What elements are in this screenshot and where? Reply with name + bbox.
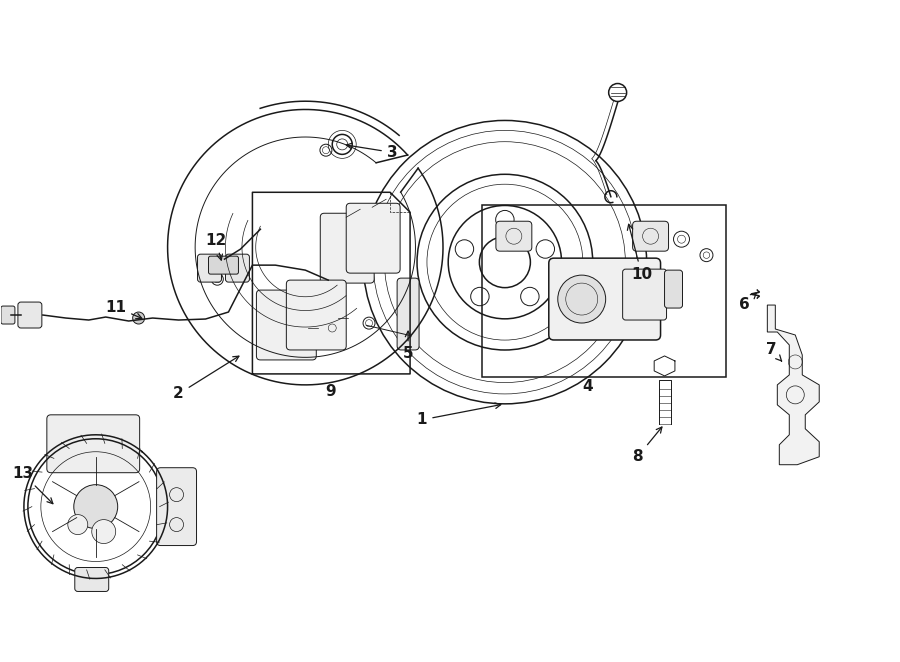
Text: 9: 9	[325, 385, 336, 399]
Text: 11: 11	[105, 299, 142, 318]
FancyBboxPatch shape	[256, 290, 316, 360]
Bar	[482, 205, 726, 377]
Text: 2: 2	[173, 356, 238, 401]
FancyBboxPatch shape	[75, 567, 109, 591]
Circle shape	[68, 514, 88, 535]
Text: 1: 1	[417, 403, 500, 427]
FancyBboxPatch shape	[47, 415, 140, 473]
Text: 10: 10	[627, 224, 652, 281]
FancyBboxPatch shape	[1, 306, 15, 324]
Circle shape	[92, 520, 116, 544]
Circle shape	[558, 275, 606, 323]
Circle shape	[74, 485, 118, 528]
Circle shape	[132, 312, 145, 324]
Text: 8: 8	[633, 427, 662, 464]
Text: 5: 5	[403, 331, 413, 361]
FancyBboxPatch shape	[346, 203, 400, 273]
Text: 4: 4	[582, 379, 593, 395]
FancyBboxPatch shape	[209, 256, 238, 274]
FancyBboxPatch shape	[286, 280, 346, 350]
Text: 12: 12	[205, 232, 226, 260]
FancyBboxPatch shape	[18, 302, 42, 328]
Text: 13: 13	[13, 466, 53, 504]
FancyBboxPatch shape	[549, 258, 661, 340]
Text: 6: 6	[739, 293, 756, 312]
FancyBboxPatch shape	[397, 278, 419, 350]
FancyBboxPatch shape	[664, 270, 682, 308]
FancyBboxPatch shape	[623, 269, 667, 320]
FancyBboxPatch shape	[496, 221, 532, 251]
Text: 3: 3	[346, 143, 398, 160]
Polygon shape	[768, 305, 819, 465]
FancyBboxPatch shape	[320, 213, 374, 283]
FancyBboxPatch shape	[226, 254, 249, 282]
FancyBboxPatch shape	[157, 468, 196, 545]
FancyBboxPatch shape	[633, 221, 669, 251]
Text: 7: 7	[766, 342, 781, 361]
FancyBboxPatch shape	[197, 254, 221, 282]
